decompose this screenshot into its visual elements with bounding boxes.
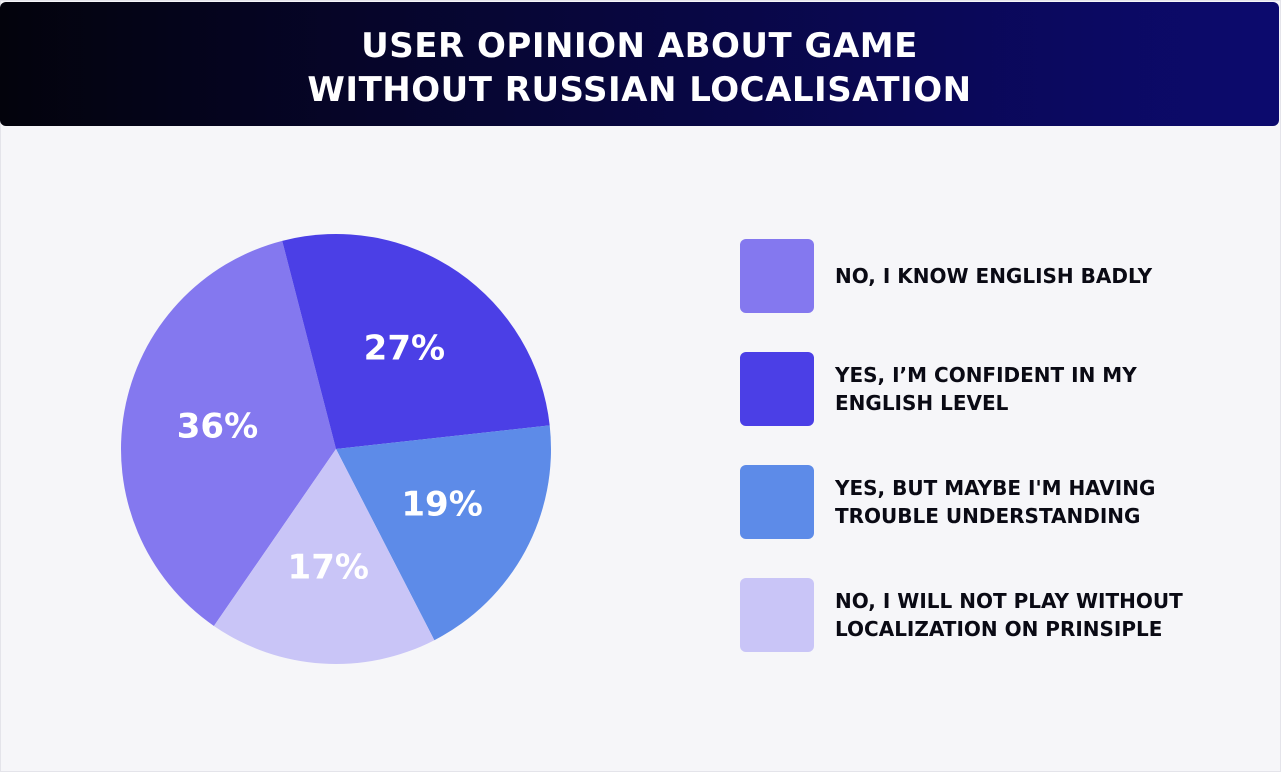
legend-label: NO, I KNOW ENGLISH BADLY [835,264,1153,288]
slice-label: 19% [401,484,482,524]
slice-label: 27% [364,328,445,368]
header: USER OPINION ABOUT GAME WITHOUT RUSSIAN … [0,2,1279,126]
legend-label: YES, BUT MAYBE I'M HAVING TROUBLE UNDERS… [835,476,1156,528]
slice-label: 36% [177,406,258,446]
legend-swatch [740,578,814,652]
legend-label: NO, I WILL NOT PLAY WITHOUT LOCALIZATION… [835,589,1183,641]
legend-swatch [740,239,814,313]
legend-label: YES, I’M CONFIDENT IN MY ENGLISH LEVEL [835,363,1137,415]
slice-label: 17% [288,548,369,588]
pie-slice [282,233,550,449]
legend-swatch [740,465,814,539]
pie-slice [121,240,337,626]
pie-slice [336,425,551,641]
chart-title: WITHOUT RUSSIAN LOCALISATION [307,70,972,110]
chart-title: USER OPINION ABOUT GAME [361,26,918,66]
legend-swatch [740,352,814,426]
pie-slice [213,449,435,664]
